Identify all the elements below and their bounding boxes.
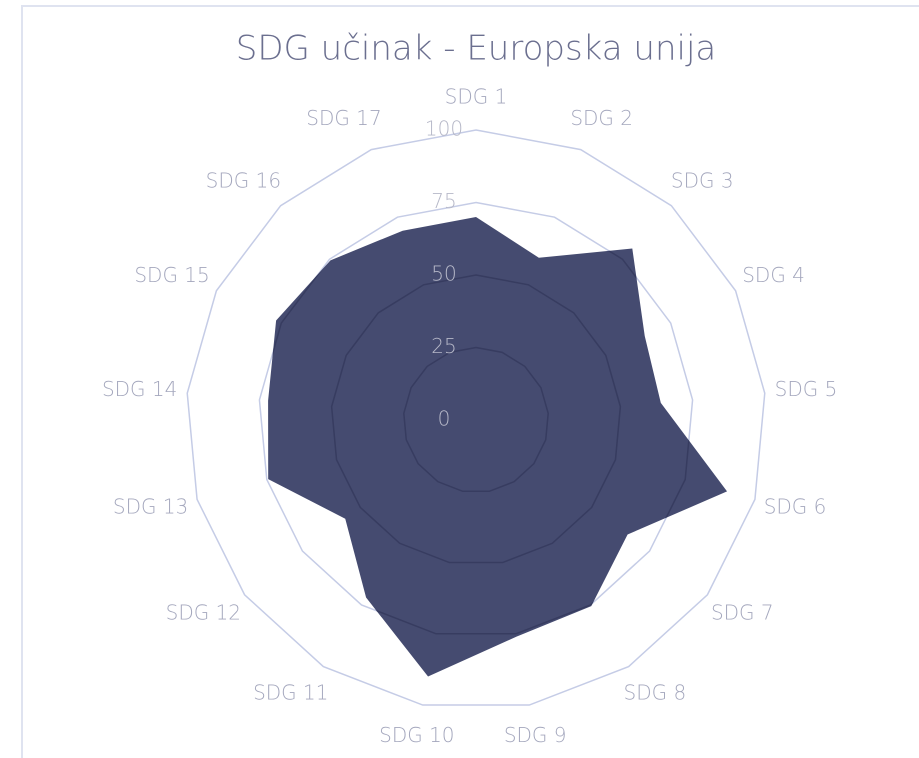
category-label: SDG 1 <box>445 85 508 109</box>
category-label: SDG 9 <box>504 723 567 747</box>
category-label: SDG 17 <box>306 106 381 130</box>
category-label: SDG 3 <box>671 169 734 193</box>
grid-ring <box>186 129 766 706</box>
category-label: SDG 14 <box>102 377 177 401</box>
radar-area <box>268 217 728 677</box>
category-label: SDG 12 <box>166 601 241 625</box>
category-label: SDG 6 <box>764 495 827 519</box>
grid-ring-inner <box>330 274 622 564</box>
chart-title: SDG učinak - Europska unija <box>236 29 716 69</box>
category-label: SDG 16 <box>206 169 281 193</box>
category-label: SDG 8 <box>624 680 687 704</box>
category-label: SDG 11 <box>253 680 328 704</box>
category-label: SDG 7 <box>711 601 774 625</box>
category-label: SDG 10 <box>379 723 454 747</box>
category-label: SDG 4 <box>742 263 805 287</box>
category-label: SDG 15 <box>134 263 209 287</box>
r-tick-label: 75 <box>431 189 456 213</box>
r-tick-label: 50 <box>431 262 456 286</box>
r-tick-label: 25 <box>431 334 456 358</box>
category-label: SDG 2 <box>570 106 633 130</box>
frame <box>21 5 919 758</box>
r-tick-label: 100 <box>425 117 463 141</box>
category-label: SDG 5 <box>775 377 838 401</box>
r-tick-label: 0 <box>438 407 451 431</box>
category-label: SDG 13 <box>113 495 188 519</box>
grid-ring-inner <box>403 346 549 493</box>
